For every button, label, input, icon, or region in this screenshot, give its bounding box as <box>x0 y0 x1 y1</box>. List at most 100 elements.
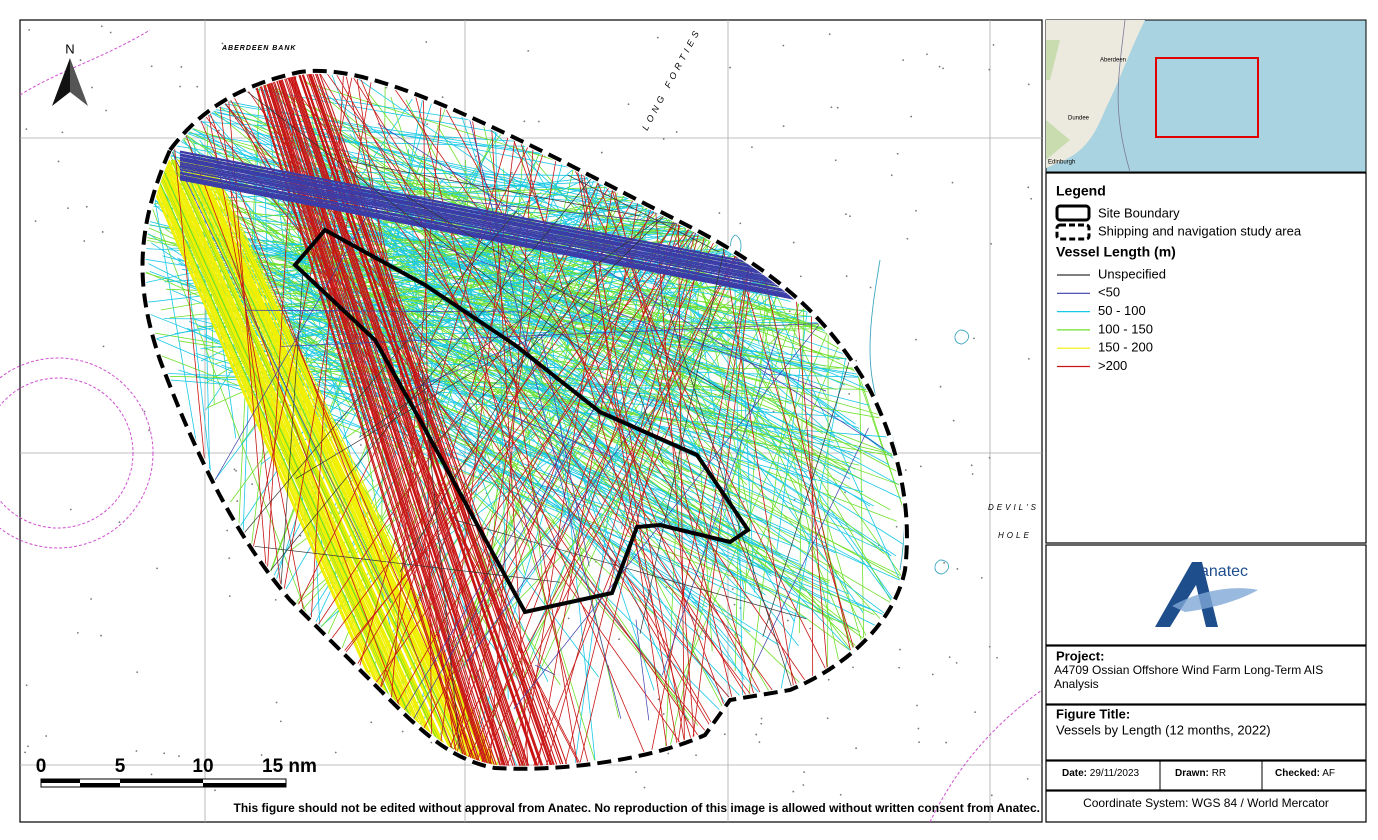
sounding <box>988 68 991 71</box>
track <box>317 87 809 454</box>
track <box>399 277 573 573</box>
sounding <box>828 33 831 36</box>
track <box>454 519 807 620</box>
track <box>398 193 724 229</box>
track <box>327 70 757 769</box>
sounding <box>600 151 603 154</box>
track <box>330 214 624 515</box>
sounding <box>739 222 742 225</box>
track <box>467 397 655 662</box>
sounding <box>788 310 791 313</box>
track <box>663 296 815 757</box>
sounding <box>988 645 991 648</box>
sounding <box>527 49 530 52</box>
track <box>177 257 907 584</box>
legend-label: >200 <box>1098 358 1127 373</box>
sounding <box>233 468 236 471</box>
track <box>345 160 642 217</box>
sounding <box>906 237 909 240</box>
figure-label: Figure Title: <box>1056 706 1130 721</box>
track <box>190 317 864 493</box>
sounding <box>827 678 830 681</box>
track <box>190 94 391 325</box>
track <box>144 159 422 769</box>
sounding <box>275 701 278 704</box>
sounding <box>695 754 697 757</box>
sounding <box>667 752 670 755</box>
sounding <box>135 750 138 752</box>
track <box>172 159 458 769</box>
track <box>162 159 445 769</box>
meta: Date: 29/11/2023 <box>1062 768 1140 779</box>
track <box>303 79 885 554</box>
track <box>487 70 531 769</box>
track <box>449 70 573 769</box>
legend-label: Site Boundary <box>1098 205 1180 220</box>
legend-box <box>1045 172 1367 544</box>
sounding <box>148 429 150 432</box>
sounding <box>430 741 433 744</box>
track <box>186 327 747 600</box>
legend-label: Unspecified <box>1098 266 1166 281</box>
sounding <box>971 473 974 475</box>
track <box>539 220 599 769</box>
track <box>563 70 676 769</box>
legend-label: 50 - 100 <box>1098 303 1146 318</box>
track <box>180 159 468 769</box>
track <box>160 159 443 769</box>
sounding <box>951 181 954 184</box>
track <box>496 70 709 769</box>
track <box>254 141 907 647</box>
track <box>567 174 720 253</box>
sounding <box>537 120 540 123</box>
sounding <box>760 722 763 725</box>
sounding <box>34 220 37 223</box>
sounding <box>755 733 758 736</box>
legend-label: <50 <box>1098 285 1120 300</box>
track <box>557 70 688 769</box>
track <box>244 309 526 313</box>
track <box>187 189 907 599</box>
scale-label: 15 nm <box>262 756 317 777</box>
date-label: Date: <box>1062 768 1087 779</box>
sounding <box>751 146 753 149</box>
track <box>226 285 731 310</box>
sounding <box>844 491 846 494</box>
track <box>462 70 584 769</box>
map-label: ABERDEEN BANK <box>221 45 296 52</box>
sounding <box>955 661 958 664</box>
sounding <box>251 483 254 486</box>
sounding <box>826 717 829 720</box>
sounding <box>910 115 913 118</box>
sounding <box>855 747 857 750</box>
track <box>262 321 779 646</box>
sounding <box>990 242 993 245</box>
track <box>513 282 853 710</box>
sounding <box>996 656 998 659</box>
sounding <box>992 44 995 46</box>
sounding <box>567 617 570 620</box>
track <box>152 112 392 603</box>
sounding <box>224 47 227 50</box>
sounding <box>839 793 842 796</box>
sounding <box>228 595 231 598</box>
project-text-wrap: A4709 Ossian Offshore Wind Farm Long-Ter… <box>1054 663 1323 691</box>
sounding <box>657 698 660 701</box>
track <box>254 545 561 583</box>
sounding <box>1027 357 1030 360</box>
sounding <box>510 171 513 174</box>
sounding <box>942 67 944 70</box>
track <box>487 70 540 769</box>
sounding <box>226 529 229 532</box>
sounding <box>221 42 224 45</box>
track <box>309 161 713 548</box>
logo-swoosh <box>1172 588 1258 612</box>
sounding <box>1019 809 1022 812</box>
inset-land <box>1046 20 1145 168</box>
sounding <box>90 598 92 600</box>
track <box>171 159 457 769</box>
sounding <box>57 160 60 163</box>
coordinate-system: Coordinate System: WGS 84 / World Mercat… <box>1083 796 1329 810</box>
sounding <box>731 588 734 591</box>
